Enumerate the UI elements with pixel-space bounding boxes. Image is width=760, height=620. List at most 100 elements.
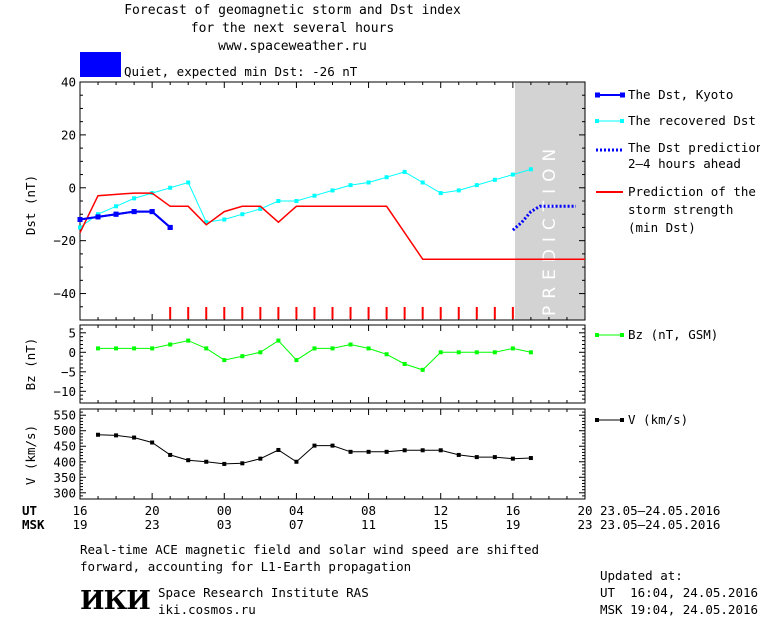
dst-kyoto-point <box>131 209 137 215</box>
dst-kyoto-point <box>149 209 155 215</box>
ut-tick-label: 20 <box>145 503 160 518</box>
bz-point <box>168 342 173 347</box>
msk-tick-label: 03 <box>217 517 232 532</box>
y-tick-label: 350 <box>53 470 76 485</box>
msk-tick-label: 15 <box>433 517 448 532</box>
v-point <box>402 448 407 453</box>
dst-recovered-point <box>294 199 299 203</box>
dst-recovered-point <box>222 217 227 222</box>
dst-recovered-point <box>96 212 101 217</box>
bz-y-axis-label: Bz (nT) <box>23 338 38 391</box>
v-point <box>222 461 227 466</box>
dst-recovered-point <box>366 180 371 185</box>
status-text: Quiet, expected min Dst: -26 nT <box>124 64 358 79</box>
msk-tick-label: 19 <box>505 517 520 532</box>
chart-series <box>77 167 585 466</box>
bz-point <box>222 358 227 363</box>
dst-recovered-point <box>204 220 209 225</box>
bz-point <box>420 367 425 372</box>
legend-kyoto: The Dst, Kyoto <box>595 87 733 102</box>
dst-recovered-point <box>312 193 317 198</box>
bz-point <box>456 350 461 355</box>
y-tick-label: −40 <box>53 286 76 301</box>
legend: The Dst, Kyoto The recovered Dst The Dst… <box>595 87 760 427</box>
bz-point <box>312 346 317 351</box>
v-point <box>528 456 533 461</box>
bz-point <box>528 350 533 355</box>
msk-label: MSK <box>22 517 45 532</box>
v-point <box>312 443 317 448</box>
institute-block: Space Research Institute RAS iki.cosmos.… <box>158 584 369 618</box>
dst-recovered-point <box>240 212 245 217</box>
ut-label: UT <box>22 503 37 518</box>
dst-panel: PREDICTION Dst (nT) <box>23 81 586 321</box>
dst-recovered-line <box>79 168 532 228</box>
institute-name: Space Research Institute RAS <box>158 585 369 600</box>
dst-kyoto-point <box>77 217 83 223</box>
bz-point <box>132 346 137 351</box>
chart-title-line-1: Forecast of geomagnetic storm and Dst in… <box>124 3 461 18</box>
ut-tick-label: 16 <box>505 503 520 518</box>
status-color-box <box>80 52 121 77</box>
legend-prediction-line2: 2–4 hours ahead <box>628 156 741 171</box>
bz-point <box>474 350 479 355</box>
v-y-axis-label: V (km/s) <box>23 425 38 485</box>
dst-recovered-point <box>330 188 335 193</box>
bz-plot-frame <box>79 324 586 404</box>
legend-storm-strength: Prediction of the storm strength (min Ds… <box>596 184 756 235</box>
propagation-note-line1: Real-time ACE magnetic field and solar w… <box>80 542 540 557</box>
prediction-label: PREDICTION <box>540 142 560 316</box>
v-point <box>132 435 137 440</box>
updated-msk: MSK 19:04, 24.05.2016 <box>600 602 759 617</box>
ut-tick-label: 16 <box>72 503 87 518</box>
dst-recovered-point <box>78 225 82 230</box>
y-tick-label: 550 <box>53 408 76 423</box>
v-point <box>186 458 191 463</box>
dst-recovered-point <box>114 204 119 209</box>
dst-plot-frame <box>79 81 586 321</box>
iki-logo: ИКИ <box>80 586 151 616</box>
bz-line <box>98 339 532 371</box>
y-tick-label: 300 <box>53 485 76 500</box>
dst-recovered-point <box>492 177 497 182</box>
y-tick-label: −5 <box>61 364 76 379</box>
y-tick-label: 40 <box>61 75 76 90</box>
dst-recovered-point <box>420 180 425 185</box>
y-tick-label: 0 <box>68 180 76 195</box>
ut-tick-label: 04 <box>289 503 304 518</box>
storm-strength-line <box>79 192 585 260</box>
y-tick-label: 400 <box>53 454 76 469</box>
dst-recovered-point <box>438 191 443 196</box>
legend-prediction-line1: The Dst prediction <box>628 140 760 155</box>
bz-point <box>258 350 263 355</box>
dst-recovered-point <box>510 172 515 177</box>
y-tick-label: −10 <box>53 384 76 399</box>
y-tick-label: 20 <box>61 127 76 142</box>
propagation-note: Real-time ACE magnetic field and solar w… <box>80 541 539 575</box>
bz-point <box>330 346 335 351</box>
msk-tick-label: 07 <box>289 517 304 532</box>
dst-recovered-point <box>258 206 263 211</box>
site-url[interactable]: www.spaceweather.ru <box>218 39 367 54</box>
v-point <box>438 448 443 453</box>
legend-storm-line1: Prediction of the <box>628 184 756 199</box>
bz-point <box>510 346 515 351</box>
institute-site[interactable]: iki.cosmos.ru <box>158 602 256 617</box>
v-point <box>294 459 299 464</box>
legend-bz: Bz (nT, GSM) <box>595 327 718 342</box>
dst-prediction-line <box>511 204 576 232</box>
v-line <box>97 434 531 465</box>
msk-tick-label: 23 <box>577 517 592 532</box>
bz-point <box>294 358 299 363</box>
bz-point <box>438 350 443 355</box>
dst-kyoto-line <box>79 210 171 229</box>
legend-storm-line3: (min Dst) <box>628 220 696 235</box>
dst-recovered-point <box>384 175 389 180</box>
bz-point <box>150 346 155 351</box>
bz-point <box>114 346 119 351</box>
v-point <box>150 440 155 445</box>
v-point <box>510 456 515 461</box>
legend-bz-label: Bz (nT, GSM) <box>628 327 718 342</box>
